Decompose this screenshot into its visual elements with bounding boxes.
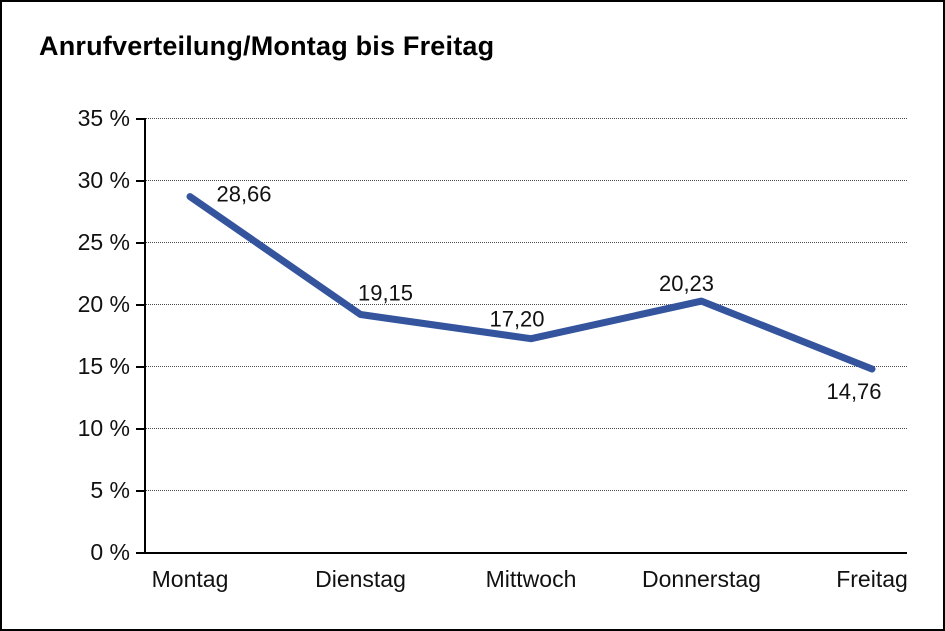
x-axis-category-label: Freitag — [836, 566, 908, 592]
x-axis-line — [143, 552, 907, 554]
data-series-line — [186, 193, 876, 373]
y-tick — [136, 490, 144, 492]
y-axis-tick-label: 15 % — [77, 353, 130, 379]
line-chart: 28,66 19,15 17,20 20,23 14,76 — [186, 182, 882, 404]
y-tick — [136, 366, 144, 368]
data-point-label: 17,20 — [489, 307, 544, 332]
y-axis-tick-label: 10 % — [77, 415, 130, 441]
y-tick — [136, 180, 144, 182]
data-point-label: 19,15 — [358, 281, 413, 306]
x-axis-category-label: Montag — [151, 566, 229, 592]
y-axis-tick-label: 5 % — [90, 477, 130, 503]
y-tick — [136, 242, 144, 244]
gridline — [145, 428, 907, 429]
y-tick — [136, 428, 144, 430]
y-axis-line — [144, 118, 146, 554]
y-tick — [136, 304, 144, 306]
chart-title: Anrufverteilung/Montag bis Freitag — [39, 31, 495, 61]
y-axis-tick-label: 0 % — [90, 539, 130, 565]
x-axis-category-label: Dienstag — [315, 566, 406, 592]
gridline — [145, 366, 907, 367]
gridline — [145, 304, 907, 305]
y-tick — [136, 552, 144, 554]
y-tick — [136, 118, 144, 120]
gridline — [145, 118, 907, 119]
y-axis-tick-label: 30 % — [77, 167, 130, 193]
y-axis-tick-label: 20 % — [77, 291, 130, 317]
x-axis-category-label: Donnerstag — [642, 566, 761, 592]
gridline — [145, 490, 907, 491]
y-axis-tick-label: 35 % — [77, 105, 130, 131]
gridline — [145, 242, 907, 243]
x-axis-category-label: Mittwoch — [485, 566, 577, 592]
data-point-label: 20,23 — [659, 271, 714, 296]
gridline — [145, 180, 907, 181]
data-point-label: 14,76 — [826, 379, 881, 404]
data-point-label: 28,66 — [216, 182, 271, 207]
plot-area: 28,66 19,15 17,20 20,23 14,76 — [136, 118, 907, 554]
y-axis-tick-label: 25 % — [77, 229, 130, 255]
